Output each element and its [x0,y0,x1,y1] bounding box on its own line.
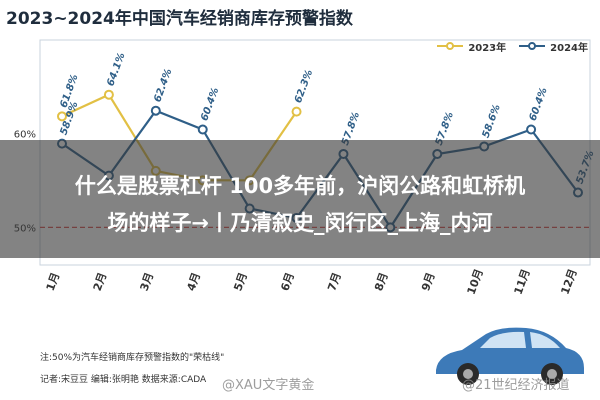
x-tick-label: 12月 [558,267,579,296]
x-tick-label: 7月 [325,271,344,293]
data-point [103,89,114,100]
data-point [197,124,208,135]
headline-overlay: 什么是股票杠杆 100多年前，沪闵公路和虹桥机 场的样子→丨乃清叙史_闵行区_上… [0,140,600,258]
legend-swatch [519,42,546,50]
data-point [526,124,537,135]
watermark-right: @21世纪经济报道 [462,378,570,393]
chart-legend: 2023年 2024年 [436,36,588,56]
overlay-headline-line2: 场的样子→丨乃清叙史_闵行区_上海_内河 [107,211,493,235]
overlay-headline-line1: 什么是股票杠杆 100多年前，沪闵公路和虹桥机 [74,174,526,198]
car-illustration-icon [436,327,584,385]
x-tick-label: 9月 [419,271,438,293]
footer-note: 注:50%为汽车经销商库存预警指数的"荣枯线" [40,353,225,363]
legend-swatch [437,42,464,50]
title-bar: 2023~2024年中国汽车经销商库存预警指数 [0,0,600,32]
x-tick-label: 6月 [278,271,297,293]
x-tick-label: 3月 [138,271,157,293]
legend-label: 2023年 [468,42,507,54]
x-tick-label: 2月 [91,271,110,293]
chart-title: 2023~2024年中国汽车经销商库存预警指数 [6,9,353,29]
footer-credit: 记者:宋豆豆 编辑:张明艳 数据来源:CADA [40,375,207,385]
data-point [57,111,67,122]
legend-label: 2024年 [550,42,588,54]
x-tick-label: 8月 [372,271,391,293]
x-tick-label: 11月 [512,267,533,296]
x-tick-label: 10月 [465,267,486,296]
x-tick-label: 4月 [185,271,204,293]
legend-item: 2024年 [518,39,588,54]
x-tick-label: 5月 [231,271,250,293]
y-tick-label: 60% [14,129,36,140]
x-tick-label: 1月 [44,271,63,293]
watermark-left: @XAU文字黄金 [222,378,315,393]
data-point [291,106,302,117]
legend-item: 2023年 [436,39,506,54]
data-point [150,105,161,116]
